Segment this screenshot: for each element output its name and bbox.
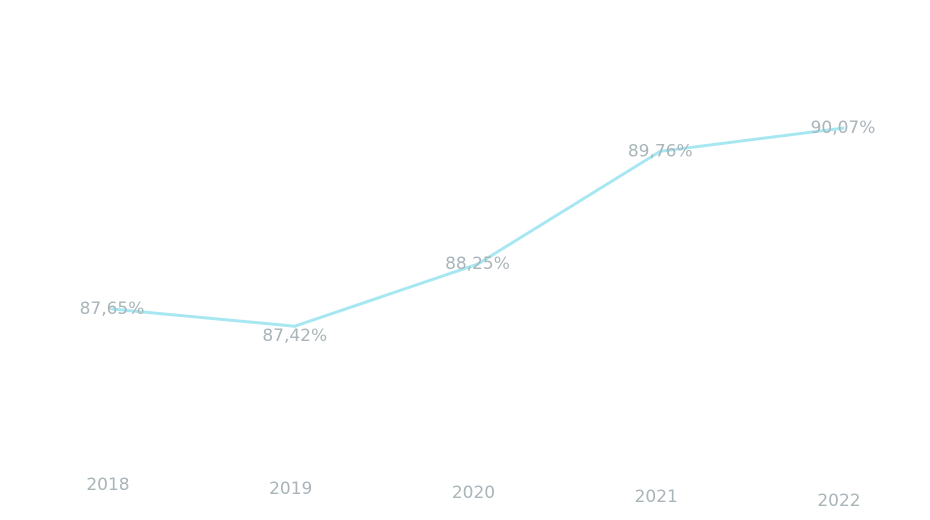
data-label-2019: 87,42% xyxy=(262,326,327,346)
data-label-2018: 87,65% xyxy=(80,299,145,319)
x-axis-tick-layer: 2018 2019 2020 2021 2022 xyxy=(86,475,860,511)
data-label-2021: 89,76% xyxy=(628,141,693,161)
data-label-2022: 90,07% xyxy=(811,118,876,138)
data-point-2018 xyxy=(110,307,114,311)
x-tick-label-2020: 2020 xyxy=(452,483,495,503)
x-tick-label-2022: 2022 xyxy=(817,491,860,511)
data-label-2020: 88,25% xyxy=(445,254,510,274)
data-point-layer xyxy=(110,126,845,328)
data-point-2020 xyxy=(476,262,479,266)
x-tick-label-2018: 2018 xyxy=(86,475,129,495)
data-point-2022 xyxy=(841,126,845,130)
data-point-2019 xyxy=(293,324,297,328)
data-label-layer: 87,65% 87,42% 88,25% 89,76% 90,07% xyxy=(80,118,876,346)
x-tick-label-2019: 2019 xyxy=(269,479,312,499)
x-tick-label-2021: 2021 xyxy=(635,487,678,507)
data-point-2021 xyxy=(658,149,662,153)
